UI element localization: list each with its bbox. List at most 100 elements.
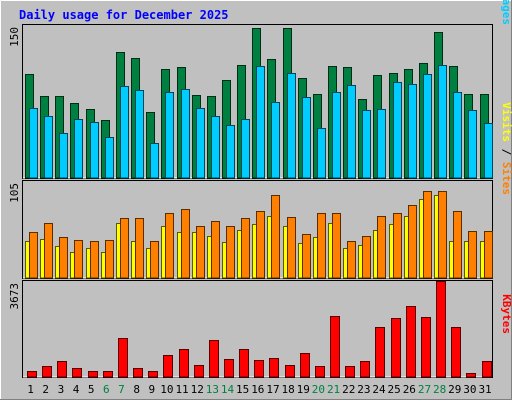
kbytes-legend-text: KBytes	[500, 294, 512, 334]
traffic-bar-pages-26	[408, 84, 417, 179]
kbytes-bar-kbytes-13	[209, 340, 219, 378]
day-label-17: 17	[266, 383, 279, 396]
traffic-bar-pages-13	[211, 116, 220, 179]
traffic-bar-pages-11	[181, 89, 190, 179]
visits-bar-sites-6	[105, 240, 114, 279]
kbytes-bar-kbytes-25	[391, 318, 401, 378]
visits-bar-sites-11	[181, 209, 190, 279]
traffic-bar-pages-21	[332, 92, 341, 179]
visits-bar-sites-20	[317, 213, 326, 279]
visits-bar-sites-23	[362, 236, 371, 279]
traffic-bar-pages-14	[226, 125, 235, 179]
visits-bar-sites-12	[196, 226, 205, 279]
visits-legend-sites: Sites	[500, 162, 512, 195]
traffic-panel: 150 Hits / Files / Pages	[8, 0, 512, 179]
traffic-bar-pages-19	[302, 97, 311, 179]
traffic-bar-pages-17	[271, 102, 280, 179]
visits-bar-sites-5	[90, 241, 99, 279]
traffic-legend-text: Hits / Files / Pages	[500, 0, 512, 25]
visits-bar-sites-30	[468, 231, 477, 279]
day-label-4: 4	[73, 383, 80, 396]
day-label-20: 20	[312, 383, 325, 396]
traffic-bar-pages-7	[120, 86, 129, 179]
traffic-bar-pages-6	[105, 137, 114, 179]
visits-bar-sites-8	[135, 218, 144, 279]
visits-bar-sites-26	[408, 205, 417, 279]
day-label-29: 29	[448, 383, 461, 396]
kbytes-bar-kbytes-22	[345, 366, 355, 378]
day-label-26: 26	[403, 383, 416, 396]
kbytes-bar-kbytes-8	[133, 368, 143, 378]
traffic-bar-pages-25	[393, 82, 402, 179]
kbytes-bars	[27, 281, 492, 378]
kbytes-bar-kbytes-27	[421, 317, 431, 378]
traffic-bars	[25, 28, 493, 179]
day-label-23: 23	[357, 383, 370, 396]
visits-bar-sites-4	[74, 240, 83, 279]
traffic-bar-pages-31	[484, 123, 493, 179]
kbytes-bar-kbytes-5	[88, 371, 98, 378]
kbytes-legend: KBytes	[500, 294, 512, 334]
traffic-bar-pages-4	[74, 119, 83, 179]
day-label-12: 12	[191, 383, 204, 396]
kbytes-bar-kbytes-14	[224, 359, 234, 378]
kbytes-bar-kbytes-1	[27, 371, 37, 378]
kbytes-bar-kbytes-17	[269, 358, 279, 378]
day-label-27: 27	[418, 383, 431, 396]
traffic-bar-pages-20	[317, 128, 326, 179]
day-label-2: 2	[42, 383, 49, 396]
traffic-bar-pages-9	[150, 143, 159, 179]
traffic-bar-pages-2	[44, 116, 53, 179]
visits-bars	[25, 191, 493, 279]
day-labels: 1 2 3 4 5 6 7 8 9 10 11 12 13 14 15 16 17 18 19 20 21 22 23 24 2…	[27, 383, 491, 396]
traffic-bar-pages-12	[196, 108, 205, 179]
traffic-bar-pages-29	[453, 92, 462, 179]
kbytes-bar-kbytes-15	[239, 349, 249, 378]
day-label-24: 24	[372, 383, 386, 396]
visits-bar-sites-22	[347, 241, 356, 279]
visits-bar-sites-15	[241, 218, 250, 279]
visits-bar-sites-3	[59, 237, 68, 279]
traffic-bar-pages-1	[29, 108, 38, 179]
traffic-bar-pages-27	[423, 74, 432, 179]
visits-bar-sites-31	[484, 231, 493, 279]
visits-bar-sites-1	[29, 232, 38, 279]
day-label-3: 3	[58, 383, 65, 396]
visits-bar-sites-27	[423, 191, 432, 279]
visits-legend-text: Visits / Sites	[500, 102, 512, 195]
traffic-bar-pages-3	[59, 133, 68, 179]
visits-bar-sites-18	[287, 217, 296, 279]
day-label-5: 5	[88, 383, 95, 396]
day-label-18: 18	[282, 383, 295, 396]
day-label-11: 11	[175, 383, 188, 396]
visits-bar-sites-24	[377, 216, 386, 279]
traffic-bar-pages-10	[165, 92, 174, 179]
visits-bar-sites-19	[302, 234, 311, 279]
visits-legend-visits: Visits	[500, 102, 512, 142]
day-label-25: 25	[388, 383, 401, 396]
visits-bar-sites-29	[453, 211, 462, 279]
day-label-19: 19	[297, 383, 310, 396]
traffic-bar-pages-28	[438, 65, 447, 179]
kbytes-bar-kbytes-6	[103, 371, 113, 378]
kbytes-bar-kbytes-23	[360, 361, 370, 378]
kbytes-legend-kbytes: KBytes	[500, 294, 512, 334]
kbytes-bar-kbytes-4	[72, 368, 82, 378]
visits-bar-sites-25	[393, 213, 402, 279]
kbytes-bar-kbytes-31	[482, 361, 492, 378]
traffic-bar-pages-23	[362, 110, 371, 179]
kbytes-bar-kbytes-30	[466, 373, 476, 378]
day-label-10: 10	[160, 383, 173, 396]
visits-y-max-label: 105	[8, 183, 21, 203]
day-label-6: 6	[103, 383, 110, 396]
traffic-bar-pages-22	[347, 85, 356, 179]
visits-legend-separator: /	[500, 142, 512, 162]
day-label-7: 7	[118, 383, 125, 396]
kbytes-bar-kbytes-21	[330, 316, 340, 378]
day-label-15: 15	[236, 383, 249, 396]
day-label-14: 14	[221, 383, 235, 396]
visits-bar-sites-10	[165, 213, 174, 279]
visits-legend: Visits / Sites	[500, 102, 512, 195]
